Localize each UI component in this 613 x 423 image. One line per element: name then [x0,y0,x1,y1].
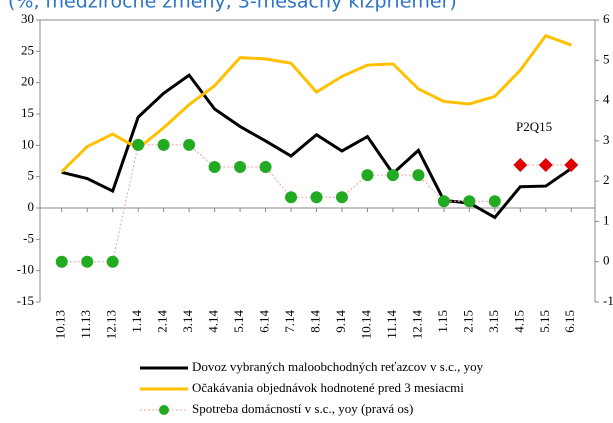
x-tick-label: 3.14 [180,310,195,333]
point [437,195,450,208]
x-tick-label: 12.14 [409,310,424,340]
x-tick-label: 7.14 [282,310,297,333]
y-tick-label: 25 [21,42,34,57]
y-tick-label: 15 [21,105,34,120]
x-tick-label: 11.14 [384,310,399,339]
y2-tick-label: 2 [603,172,610,187]
x-tick-label: 11.13 [78,310,93,339]
series-line [60,33,572,173]
annotation: P2Q15 [516,119,552,134]
x-tick-label: 9.14 [333,310,348,333]
y-tick-label: -10 [17,262,34,277]
x-tick-label: 1.15 [435,310,450,333]
y-tick-label: 0 [28,199,35,214]
legend-label: Spotreba domácností v s.c., yoy (pravá o… [192,401,413,416]
point [259,161,272,174]
x-tick-label: 5.14 [231,310,246,333]
y-tick-label: -15 [17,293,34,308]
point [81,255,94,268]
y-tick-label: 20 [21,74,34,89]
point [564,158,579,173]
point [310,191,323,204]
y-tick-label: 10 [21,136,34,151]
point [412,169,425,182]
y2-tick-label: 3 [603,132,610,147]
x-tick-label: 2.14 [155,310,170,333]
x-tick-label: 6.14 [257,310,272,333]
x-tick-label: 4.14 [206,310,221,333]
point [157,138,170,151]
x-tick-label: 6.15 [562,310,577,333]
x-tick-label: 1.14 [129,310,144,333]
point [463,195,476,208]
x-tick-label: 2.15 [460,310,475,333]
point [285,191,298,204]
point [234,161,247,174]
legend-label: Očakávania objednávok hodnotené pred 3 m… [192,380,464,395]
x-tick-label: 10.13 [53,310,68,339]
point [106,255,119,268]
x-tick-label: 8.14 [307,310,322,333]
point [361,169,374,182]
x-tick-label: 5.15 [537,310,552,333]
legend-label: Dovoz vybraných maloobchodných reťazcov … [192,359,484,374]
x-tick-label: 12.13 [104,310,119,339]
x-tick-label: 3.15 [486,310,501,333]
point [55,255,68,268]
series-line [61,144,495,263]
legend-marker [159,405,169,415]
point [488,195,501,208]
x-tick-label: 4.15 [511,310,526,333]
y2-tick-label: 6 [603,11,610,26]
point [513,158,528,173]
y2-tick-label: 5 [603,51,610,66]
point [386,169,399,182]
x-tick-label: 10.14 [358,310,373,340]
point [335,191,348,204]
series-line [61,73,573,220]
chart-title: (%, medziročné zmeny, 3-mesačný kĺzpriem… [8,0,457,13]
y2-tick-label: 4 [603,92,610,107]
point [538,158,553,173]
point [183,138,196,151]
y-tick-label: 30 [21,11,34,26]
y2-tick-label: 0 [603,253,610,268]
y-tick-label: -5 [23,230,34,245]
point [208,161,221,174]
point [132,138,145,151]
y-tick-label: 5 [28,168,35,183]
y2-tick-label: -1 [603,293,613,308]
y2-tick-label: 1 [603,212,610,227]
